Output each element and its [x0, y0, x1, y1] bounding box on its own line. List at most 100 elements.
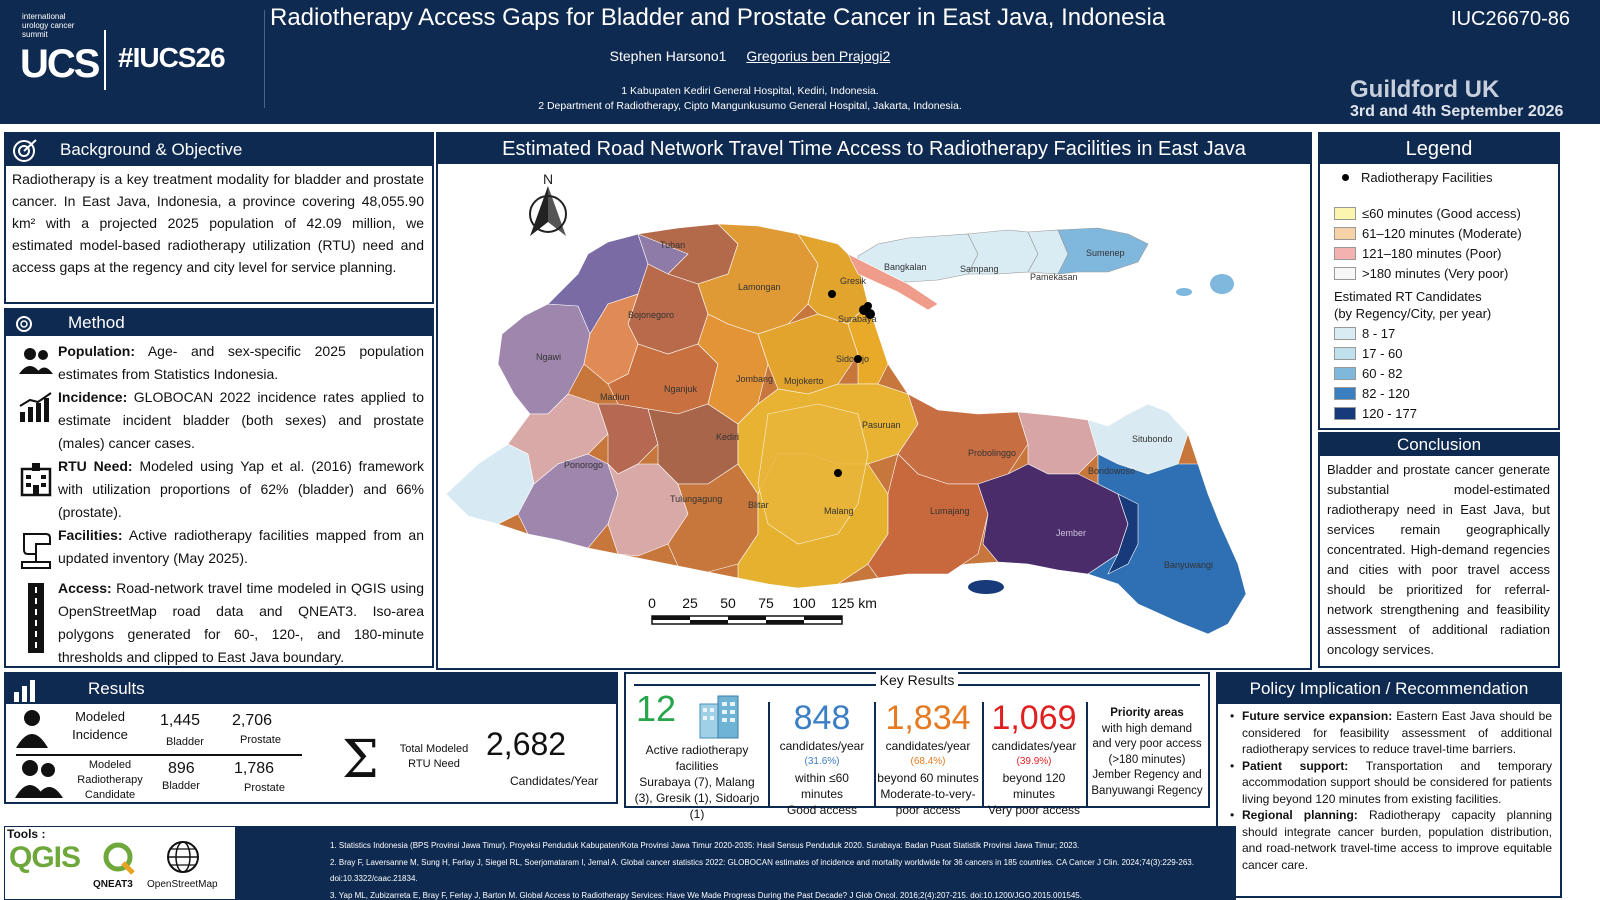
qneat-logo-icon	[103, 842, 135, 875]
region-malang-core	[757, 403, 869, 545]
label-lamongan: Lamongan	[738, 282, 781, 292]
policy-item: Future service expansion: Eastern East J…	[1230, 708, 1552, 758]
legend-cand-5: 120 - 177	[1334, 406, 1417, 421]
background-heading: Background & Objective	[60, 140, 243, 159]
label-nganjuk: Nganjuk	[664, 384, 698, 394]
east-java-map[interactable]: N	[438, 164, 1310, 668]
results-heading: Results	[88, 679, 145, 698]
label-banyuwangi: Banyuwangi	[1164, 560, 1213, 570]
region-banyuwangi-south	[1107, 493, 1139, 575]
facility-dot[interactable]	[854, 355, 862, 363]
policy-label: Regional planning:	[1242, 808, 1358, 822]
region-probolinggo[interactable]	[897, 393, 1029, 485]
swatch	[1334, 367, 1356, 380]
scale-tick: 25	[682, 595, 698, 611]
method-list: Population: Age- and sex-specific 2025 p…	[6, 336, 432, 669]
legend-facilities: Radiotherapy Facilities	[1334, 170, 1493, 185]
background-header: Background & Objective	[6, 134, 432, 166]
method-item-population: Population: Age- and sex-specific 2025 p…	[18, 340, 424, 386]
label-bondowoso: Bondowoso	[1088, 466, 1135, 476]
label-malang: Malang	[824, 506, 854, 516]
legend-cand-4: 82 - 120	[1334, 386, 1410, 401]
label-sidoarjo: Sidoarjo	[836, 354, 869, 364]
facility-dot[interactable]	[828, 290, 836, 298]
region-madura-strip	[847, 253, 939, 311]
method-item-rtu-need: RTU Need: Modeled using Yap et al. (2016…	[18, 455, 424, 524]
island-kangean	[1210, 274, 1234, 294]
region-mojokerto[interactable]	[757, 313, 859, 395]
group-icon	[15, 760, 63, 798]
swatch	[1334, 267, 1356, 280]
poor-unit: candidates/year	[991, 739, 1077, 753]
affiliation-2: 2 Department of Radiotherapy, Cipto Mang…	[538, 100, 962, 112]
legend-panel: Legend Radiotherapy Facilities ≤60 minut…	[1318, 132, 1560, 430]
policy-list: Future service expansion: Eastern East J…	[1218, 704, 1560, 873]
affiliation-1: 1 Kabupaten Kediri General Hospital, Ked…	[621, 85, 879, 97]
logo-divider	[104, 30, 106, 90]
kr-good-access: 848 candidates/year (31.6%) within ≤60 m…	[772, 698, 872, 818]
legend-label: 120 - 177	[1362, 406, 1417, 421]
logo-subtitle: international urology cancer summit	[22, 12, 75, 39]
region-lumajang[interactable]	[867, 453, 989, 579]
qgis-logo: QGIS	[9, 841, 81, 874]
legend-candidates-title-1: Estimated RT Candidates	[1334, 289, 1482, 304]
label-sumenep: Sumenep	[1086, 248, 1125, 258]
tools-heading: Tools :	[7, 827, 46, 841]
kr-separator	[874, 702, 876, 806]
label-jombang: Jombang	[736, 374, 773, 384]
label-sampang: Sampang	[960, 264, 999, 274]
facilities-desc: Active radiotherapy facilities Surabaya …	[630, 742, 764, 822]
good-unit: candidates/year	[779, 739, 865, 753]
incidence-prostate: 2,706	[232, 712, 273, 729]
priority-text: (>180 minutes)	[1108, 753, 1186, 766]
conclusion-text: Bladder and prostate cancer generate sub…	[1327, 462, 1550, 657]
legend-label: 121–180 minutes (Poor)	[1362, 246, 1502, 261]
facility-dot[interactable]	[834, 469, 842, 477]
good-desc: Good access	[786, 803, 858, 817]
facilities-label: Active radiotherapy facilities	[645, 743, 749, 773]
region-sumenep[interactable]	[1057, 227, 1149, 275]
author-line: Stephen Harsono1 Gregorius ben Prajogi2	[270, 48, 1230, 64]
population-icon	[18, 340, 58, 386]
facilities-count: 12	[636, 688, 677, 729]
target-icon	[13, 139, 37, 162]
label-bojonegoro: Bojonegoro	[628, 310, 674, 320]
conclusion-heading: Conclusion	[1320, 434, 1558, 456]
total-unit: Candidates/Year	[510, 774, 599, 788]
policy-label: Patient support:	[1242, 758, 1349, 773]
legend-access-poor: 121–180 minutes (Poor)	[1334, 246, 1501, 261]
road-icon	[18, 577, 58, 669]
policy-panel: Policy Implication / Recommendation Futu…	[1216, 672, 1562, 898]
incidence-bladder: 1,445	[160, 712, 201, 729]
tools-panel: Tools : QGIS QNEAT3 OpenStreetMap	[4, 826, 236, 900]
legend-candidates-title: Estimated RT Candidates (by Regency/City…	[1334, 288, 1491, 322]
legend-label: 60 - 82	[1362, 366, 1403, 381]
good-pct: (31.6%)	[804, 756, 840, 767]
legend-label: 61–120 minutes (Moderate)	[1362, 226, 1522, 241]
chart-trend-icon	[18, 386, 58, 455]
author-2[interactable]: Gregorius ben Prajogi2	[746, 48, 891, 64]
legend-facilities-label: Radiotherapy Facilities	[1361, 170, 1493, 185]
kr-separator	[982, 702, 984, 806]
priority-text: Banyuwangi Regency	[1091, 784, 1203, 797]
facility-dot[interactable]	[865, 309, 875, 319]
osm-label: OpenStreetMap	[147, 879, 218, 890]
facility-dot[interactable]	[864, 302, 872, 310]
moderate-desc: beyond 60 minutes	[877, 771, 979, 785]
venue-dates: 3rd and 4th September 2026	[1350, 103, 1564, 120]
label-kediri: Kediri	[716, 432, 739, 442]
legend-access-good: ≤60 minutes (Good access)	[1334, 206, 1521, 221]
priority-text: with high demand	[1101, 722, 1193, 735]
poor-desc: minutes	[1012, 787, 1056, 801]
total-label: Total Modeled RTU Need	[399, 743, 469, 770]
policy-item: Patient support: Transportation and temp…	[1230, 758, 1552, 808]
policy-text: Transportation and temporary accommodati…	[1242, 758, 1552, 806]
header-separator	[264, 10, 265, 108]
policy-item: Regional planning: Radiotherapy capacity…	[1230, 807, 1552, 873]
method-item-incidence: Incidence: GLOBOCAN 2022 incidence rates…	[18, 386, 424, 455]
swatch	[1334, 207, 1356, 220]
facilities-detail: Surabaya (7), Malang (3), Gresik (1), Si…	[634, 775, 760, 821]
legend-cand-2: 17 - 60	[1334, 346, 1402, 361]
swatch	[1334, 407, 1356, 420]
good-value: 848	[793, 699, 851, 737]
